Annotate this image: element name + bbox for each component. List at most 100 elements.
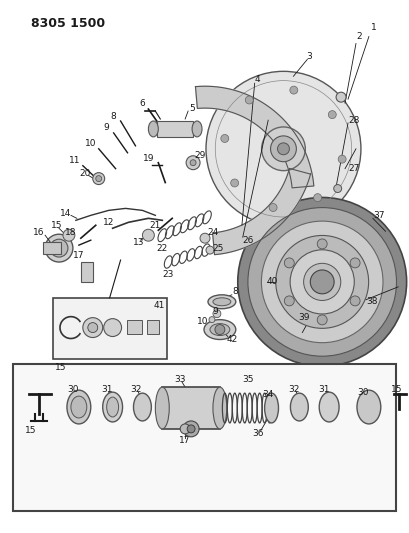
Text: 1: 1 — [370, 23, 376, 32]
Text: 10: 10 — [85, 139, 96, 148]
Text: 23: 23 — [162, 270, 173, 279]
Text: 10: 10 — [197, 317, 208, 326]
Circle shape — [190, 160, 196, 166]
Bar — [53, 298, 167, 359]
Text: 4: 4 — [254, 75, 260, 84]
Text: 15: 15 — [390, 385, 402, 394]
Text: 28: 28 — [348, 117, 359, 125]
Ellipse shape — [290, 393, 308, 421]
Circle shape — [187, 425, 195, 433]
Ellipse shape — [319, 392, 338, 422]
Text: 6: 6 — [139, 99, 145, 108]
Text: 9: 9 — [211, 307, 217, 316]
Circle shape — [328, 111, 335, 119]
Circle shape — [270, 136, 296, 161]
Ellipse shape — [106, 397, 118, 417]
Bar — [43, 242, 61, 254]
Bar — [147, 320, 159, 334]
Circle shape — [268, 204, 276, 212]
Text: 13: 13 — [133, 238, 144, 247]
Text: 24: 24 — [207, 228, 218, 237]
Circle shape — [63, 229, 75, 241]
Text: 8305 1500: 8305 1500 — [31, 17, 105, 30]
Text: 11: 11 — [69, 156, 81, 165]
Circle shape — [50, 239, 68, 257]
Bar — [81, 262, 92, 282]
Circle shape — [317, 315, 326, 325]
Circle shape — [205, 71, 360, 227]
Text: 17: 17 — [73, 251, 84, 260]
Text: 32: 32 — [130, 385, 142, 394]
Circle shape — [92, 173, 104, 184]
Circle shape — [205, 246, 213, 254]
Circle shape — [277, 143, 289, 155]
Circle shape — [83, 318, 102, 337]
Ellipse shape — [155, 387, 169, 429]
Text: 22: 22 — [156, 244, 168, 253]
Text: 15: 15 — [25, 426, 37, 435]
Ellipse shape — [212, 298, 230, 306]
Ellipse shape — [264, 393, 278, 423]
Circle shape — [303, 263, 340, 301]
Circle shape — [313, 193, 321, 201]
Circle shape — [275, 236, 368, 328]
Text: 19: 19 — [142, 154, 154, 163]
Circle shape — [335, 92, 345, 102]
Ellipse shape — [71, 396, 87, 418]
Bar — [13, 365, 395, 511]
Circle shape — [96, 175, 101, 182]
Text: 42: 42 — [226, 335, 237, 344]
Circle shape — [212, 310, 220, 318]
Polygon shape — [195, 86, 313, 188]
Circle shape — [237, 197, 406, 366]
Circle shape — [349, 296, 359, 306]
Text: 14: 14 — [60, 209, 72, 218]
Circle shape — [103, 319, 121, 336]
Circle shape — [333, 184, 341, 192]
Text: 37: 37 — [372, 211, 384, 220]
Text: 36: 36 — [251, 430, 263, 438]
Text: 18: 18 — [65, 228, 76, 237]
Text: 38: 38 — [365, 297, 377, 306]
Text: 34: 34 — [261, 390, 272, 399]
Circle shape — [186, 156, 200, 169]
Ellipse shape — [356, 390, 380, 424]
Bar — [162, 387, 219, 429]
Text: 21: 21 — [149, 221, 161, 230]
Ellipse shape — [212, 387, 226, 429]
Circle shape — [214, 325, 224, 335]
Circle shape — [317, 239, 326, 249]
Text: 33: 33 — [174, 375, 185, 384]
Circle shape — [310, 270, 333, 294]
Text: 16: 16 — [33, 228, 45, 237]
Text: 15: 15 — [51, 221, 63, 230]
Ellipse shape — [102, 392, 122, 422]
Circle shape — [289, 86, 297, 94]
Ellipse shape — [67, 390, 90, 424]
Ellipse shape — [148, 121, 158, 137]
Text: 31: 31 — [101, 385, 112, 394]
Circle shape — [283, 296, 294, 306]
Text: 8: 8 — [110, 111, 116, 120]
Bar — [157, 121, 193, 137]
Circle shape — [45, 234, 73, 262]
Circle shape — [283, 258, 294, 268]
Circle shape — [245, 96, 253, 104]
Bar — [126, 320, 142, 334]
Circle shape — [142, 229, 154, 241]
Text: 26: 26 — [241, 236, 253, 245]
Text: 27: 27 — [348, 164, 359, 173]
Text: 17: 17 — [179, 437, 191, 445]
Circle shape — [261, 127, 305, 171]
Text: 8: 8 — [231, 287, 237, 296]
Text: 15: 15 — [55, 363, 67, 372]
Text: 20: 20 — [79, 169, 90, 178]
Text: 29: 29 — [194, 151, 205, 160]
Ellipse shape — [133, 393, 151, 421]
Polygon shape — [212, 168, 310, 255]
Circle shape — [261, 221, 382, 343]
Text: 31: 31 — [318, 385, 329, 394]
Circle shape — [183, 421, 198, 437]
Text: 5: 5 — [189, 103, 195, 112]
Text: 30: 30 — [356, 387, 368, 397]
